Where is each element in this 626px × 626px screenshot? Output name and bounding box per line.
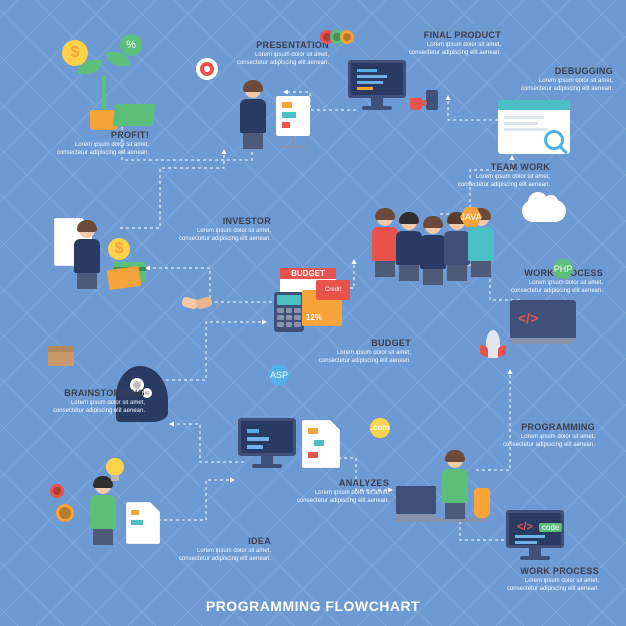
teamwork-badge: JAVA bbox=[460, 206, 482, 228]
handshake-icon bbox=[182, 294, 212, 312]
cloud-icon bbox=[522, 200, 566, 222]
main-title: PROGRAMMING FLOWCHART bbox=[0, 598, 626, 614]
decor-layer: JAVA PHP ASP .com bbox=[0, 0, 626, 626]
com-badge: .com bbox=[370, 418, 390, 438]
box-icon bbox=[48, 346, 74, 366]
php-badge: PHP bbox=[552, 258, 574, 280]
asp-badge: ASP bbox=[268, 364, 290, 386]
target-icon bbox=[196, 58, 218, 80]
rocket-icon bbox=[486, 330, 500, 358]
gear-cluster bbox=[320, 30, 354, 49]
